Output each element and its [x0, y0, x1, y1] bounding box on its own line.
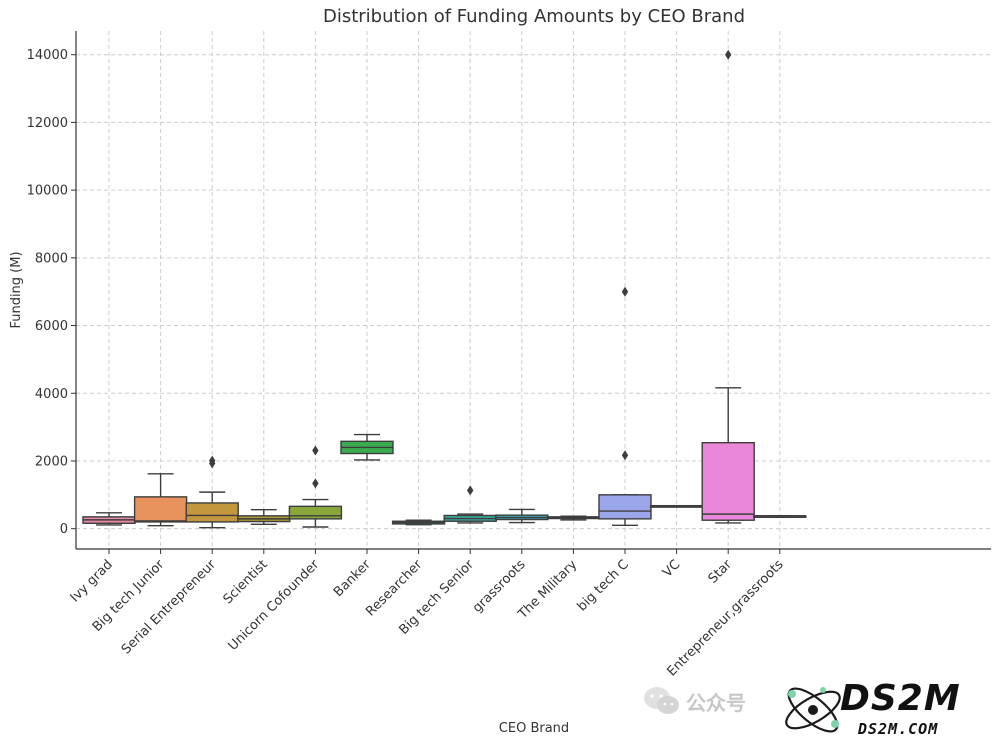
y-tick-label: 4000 — [35, 387, 68, 402]
axes — [75, 31, 991, 550]
box-researcher — [391, 519, 446, 526]
wechat-icon — [644, 687, 679, 714]
ds2m-watermark: DS2M DS2M.COM — [778, 676, 993, 742]
outlier-point — [312, 445, 319, 456]
y-tick-label: 6000 — [35, 319, 68, 334]
box-vc — [649, 504, 704, 508]
y-tick-label: 8000 — [35, 251, 68, 266]
box-star — [701, 49, 755, 524]
y-tick-label: 14000 — [27, 48, 68, 63]
x-axis-label: CEO Brand — [499, 721, 569, 736]
x-tick-label: Star — [706, 557, 736, 587]
x-gridlines — [108, 31, 781, 549]
ds2m-url-text: DS2M.COM — [858, 720, 939, 738]
box-big-tech-senior — [443, 485, 497, 524]
box-big-tech-c — [598, 286, 652, 527]
chart-title: Distribution of Funding Amounts by CEO B… — [323, 6, 745, 27]
x-tick-label: Unicorn Cofounder — [226, 557, 323, 654]
x-tick-label: Ivy grad — [68, 557, 116, 605]
outlier-point — [312, 478, 319, 489]
y-tick-label: 12000 — [27, 116, 68, 131]
outlier-point — [621, 450, 629, 461]
x-tick-label: VC — [660, 557, 683, 580]
box-entrepreneur-grassroots — [753, 515, 807, 519]
y-tick-labels: 0 2000 4000 6000 8000 10000 12000 14000 — [27, 48, 76, 537]
y-axis-label: Funding (M) — [9, 251, 24, 328]
box-grassroots — [495, 508, 549, 524]
wechat-watermark-text: 公众号 — [686, 690, 746, 715]
atom-logo-icon — [785, 687, 841, 733]
box-ivy-grad — [82, 512, 136, 526]
outlier-point — [209, 455, 216, 466]
box-banker — [340, 433, 394, 461]
y-tick-label: 2000 — [35, 454, 68, 469]
y-tick-label: 0 — [60, 522, 68, 537]
box-iqr — [133, 496, 188, 523]
box-serial-entrepreneur — [185, 455, 239, 529]
box-the-military — [546, 515, 601, 521]
box-unicorn-cofounder — [288, 445, 343, 528]
ds2m-brand-text: DS2M — [840, 678, 961, 719]
wechat-watermark-block: 公众号 — [642, 684, 786, 718]
box-iqr — [288, 505, 343, 520]
outlier-point — [467, 485, 474, 496]
x-tick-label: big tech C — [575, 557, 632, 614]
y-gridlines — [76, 54, 991, 530]
outlier-point — [621, 286, 629, 297]
box-iqr — [701, 441, 755, 521]
x-tick-label: Serial Entrepreneur — [119, 557, 220, 658]
box-scientist — [237, 509, 291, 525]
outlier-point — [725, 49, 732, 60]
y-tick-label: 10000 — [27, 184, 68, 199]
box-big-tech-junior — [133, 473, 188, 527]
boxes — [82, 49, 807, 529]
x-tick-label: Scientist — [221, 557, 271, 607]
x-tick-label: Banker — [331, 557, 374, 600]
box-iqr — [185, 502, 239, 523]
box-iqr — [598, 494, 652, 520]
